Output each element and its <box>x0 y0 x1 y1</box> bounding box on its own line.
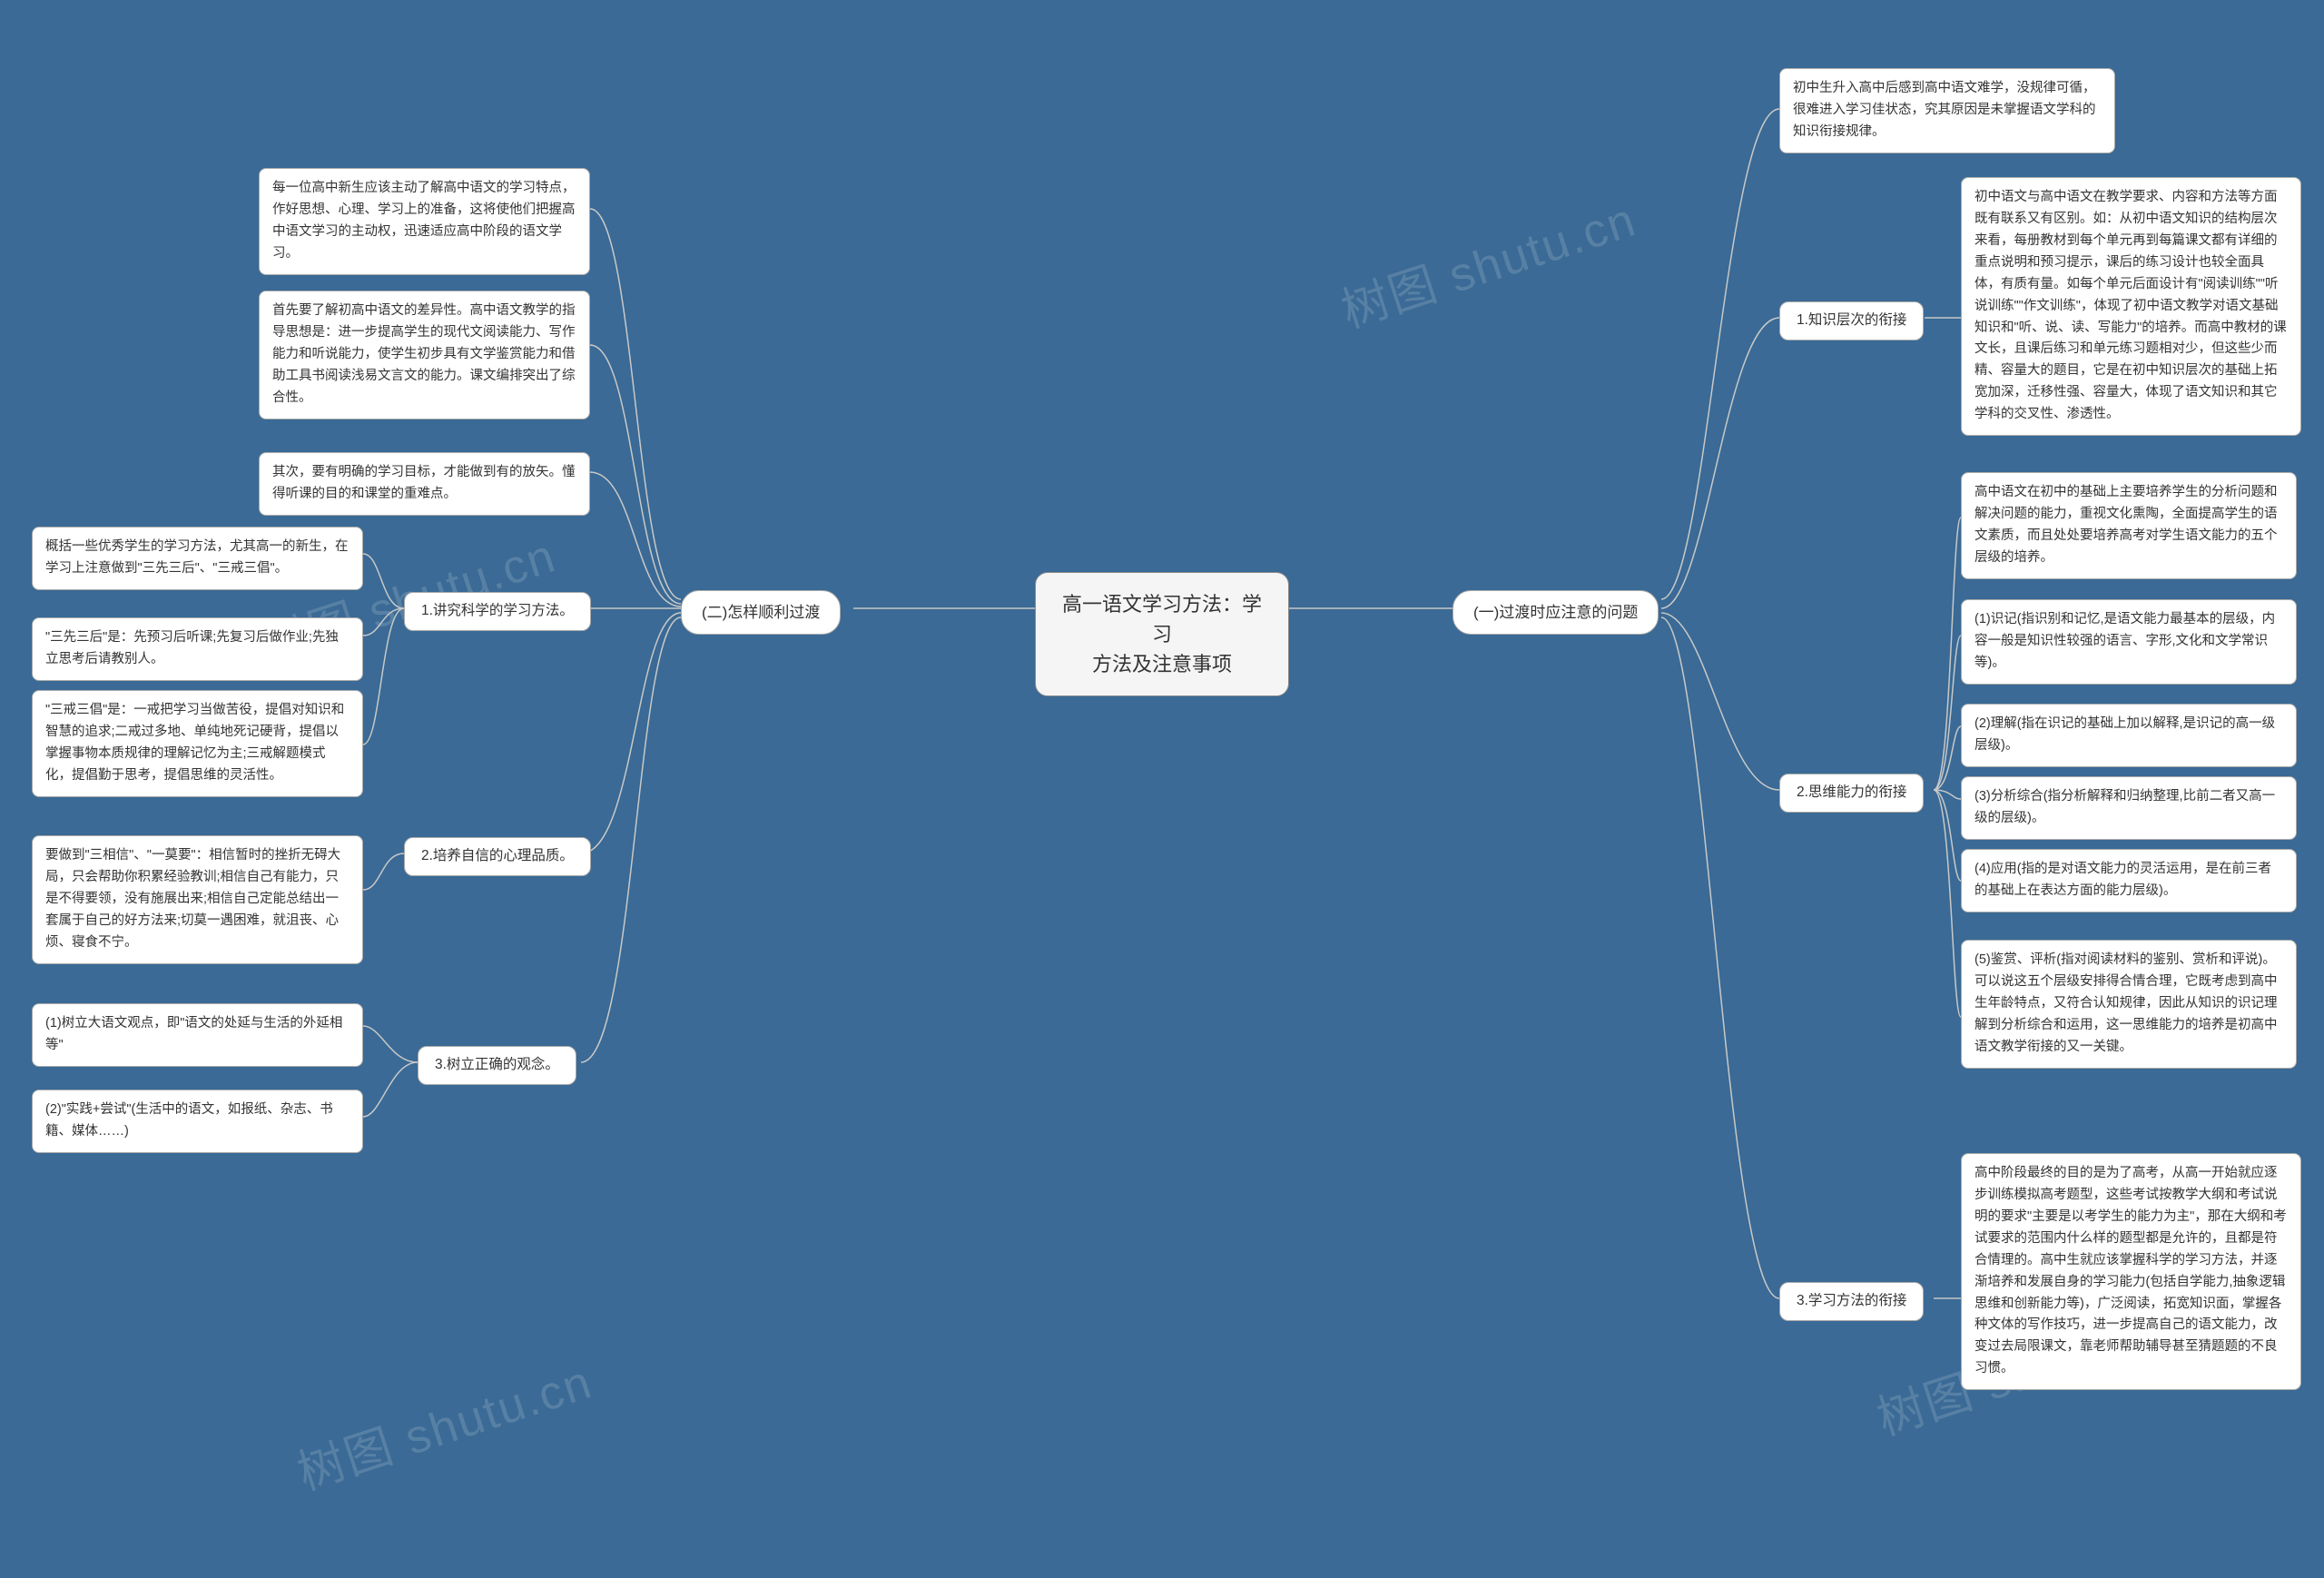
center-node: 高一语文学习方法：学习 方法及注意事项 <box>1035 572 1289 696</box>
watermark: 树图 shutu.cn <box>1332 182 1644 340</box>
left-sub1-leaf2: "三先三后"是：先预习后听课;先复习后做作业;先独立思考后请教别人。 <box>32 617 363 681</box>
left-sub3: 3.树立正确的观念。 <box>418 1046 576 1085</box>
watermark: 树图 shutu.cn <box>288 1344 600 1503</box>
left-intro-0: 每一位高中新生应该主动了解高中语文的学习特点，作好思想、心理、学习上的准备，这将… <box>259 168 590 275</box>
left-sub2: 2.培养自信的心理品质。 <box>404 837 591 876</box>
right-sub1: 1.知识层次的衔接 <box>1779 301 1924 340</box>
left-intro-2: 其次，要有明确的学习目标，才能做到有的放矢。懂得听课的目的和课堂的重难点。 <box>259 452 590 516</box>
center-title-line2: 方法及注意事项 <box>1092 653 1232 676</box>
right-sub2-leaf5: (5)鉴赏、评析(指对阅读材料的鉴别、赏析和评说)。可以说这五个层级安排得合情合… <box>1961 940 2297 1069</box>
right-sub2-leaf2: (2)理解(指在识记的基础上加以解释,是识记的高一级层级)。 <box>1961 704 2297 767</box>
right-sub3: 3.学习方法的衔接 <box>1779 1282 1924 1321</box>
right-sub2-leaf1: (1)识记(指识别和记忆,是语文能力最基本的层级，内容一般是知识性较强的语言、字… <box>1961 599 2297 685</box>
right-sub3-leaf: 高中阶段最终的目的是为了高考，从高一开始就应逐步训练模拟高考题型，这些考试按教学… <box>1961 1153 2301 1390</box>
left-intro-1: 首先要了解初高中语文的差异性。高中语文教学的指导思想是：进一步提高学生的现代文阅… <box>259 291 590 419</box>
left-sub1-leaf3: "三戒三倡"是：一戒把学习当做苦役，提倡对知识和智慧的追求;二戒过多地、单纯地死… <box>32 690 363 797</box>
left-sub3-leaf1: (1)树立大语文观点，即"语文的处延与生活的外延相等" <box>32 1003 363 1067</box>
right-sub2-leaf3: (3)分析综合(指分析解释和归纳整理,比前二者又高一级的层级)。 <box>1961 776 2297 840</box>
left-sub3-leaf2: (2)"实践+尝试"(生活中的语文，如报纸、杂志、书籍、媒体……) <box>32 1090 363 1153</box>
right-intro: 初中生升入高中后感到高中语文难学，没规律可循，很难进入学习佳状态，究其原因是未掌… <box>1779 68 2115 153</box>
right-sub2-leaf0: 高中语文在初中的基础上主要培养学生的分析问题和解决问题的能力，重视文化熏陶，全面… <box>1961 472 2297 579</box>
right-sub1-leaf: 初中语文与高中语文在教学要求、内容和方法等方面既有联系又有区别。如：从初中语文知… <box>1961 177 2301 436</box>
center-title-line1: 高一语文学习方法：学习 <box>1062 593 1262 646</box>
right-sub2: 2.思维能力的衔接 <box>1779 774 1924 813</box>
left-sub1-leaf1: 概括一些优秀学生的学习方法，尤其高一的新生，在学习上注意做到"三先三后"、"三戒… <box>32 527 363 590</box>
branch-left: (二)怎样顺利过渡 <box>681 590 841 635</box>
branch-right: (一)过渡时应注意的问题 <box>1452 590 1659 635</box>
left-sub2-leaf: 要做到"三相信"、"一莫要"：相信暂时的挫折无碍大局，只会帮助你积累经验教训;相… <box>32 835 363 964</box>
left-sub1: 1.讲究科学的学习方法。 <box>404 592 591 631</box>
right-sub2-leaf4: (4)应用(指的是对语文能力的灵活运用，是在前三者的基础上在表达方面的能力层级)… <box>1961 849 2297 912</box>
